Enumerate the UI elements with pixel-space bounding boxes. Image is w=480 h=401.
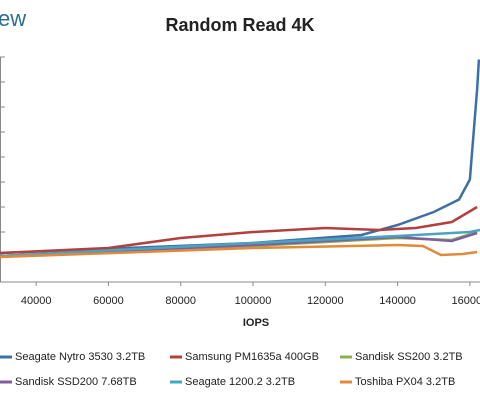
legend-label: Sandisk SS200 3.2TB — [355, 351, 463, 363]
chart-title: Random Read 4K — [165, 15, 314, 35]
line — [0, 228, 480, 258]
line — [0, 59, 480, 255]
x-tick-label: 100000 — [235, 295, 272, 307]
x-axis-label: IOPS — [243, 317, 269, 329]
x-tick-label: 120000 — [307, 295, 344, 307]
legend-label: Sandisk SSD200 7.68TB — [15, 376, 137, 388]
x-tick-label: 80000 — [165, 295, 196, 307]
x-tick-label: 60000 — [93, 295, 124, 307]
x-tick-label: 160000 — [452, 295, 480, 307]
line — [0, 205, 478, 255]
legend-label: Samsung PM1635a 400GB — [185, 351, 319, 363]
legend-label: Toshiba PX04 3.2TB — [355, 376, 455, 388]
legend-label: Seagate Nytro 3530 3.2TB — [15, 351, 145, 363]
logo: ew — [0, 6, 26, 31]
x-tick-label: 140000 — [379, 295, 416, 307]
x-tick-label: 40000 — [21, 295, 52, 307]
legend-label: Seagate 1200.2 3.2TB — [185, 376, 295, 388]
line — [0, 243, 478, 259]
